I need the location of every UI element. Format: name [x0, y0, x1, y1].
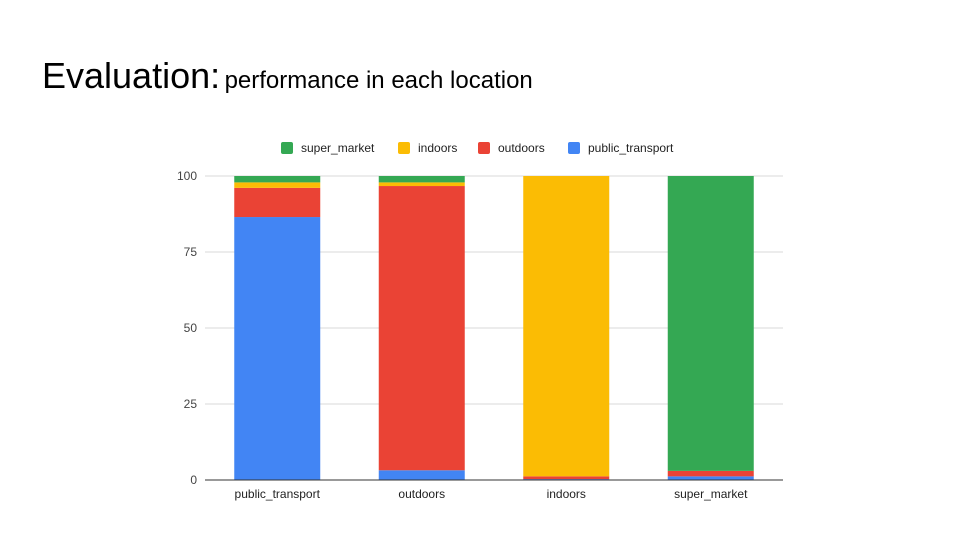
y-tick-label: 75	[184, 245, 198, 259]
slide-title: Evaluation: performance in each location	[42, 54, 533, 97]
x-tick-label: public_transport	[235, 487, 321, 501]
bar-segment-super-market	[667, 176, 754, 471]
bar-segment-indoors	[523, 176, 610, 477]
legend-label: outdoors	[498, 141, 545, 155]
bar-segment-outdoors	[234, 187, 321, 218]
legend-swatch	[568, 142, 580, 154]
y-tick-label: 0	[190, 473, 197, 487]
legend-swatch	[281, 142, 293, 154]
legend-label: public_transport	[588, 141, 674, 155]
legend-label: super_market	[301, 141, 375, 155]
bar-segment-outdoors	[667, 470, 754, 477]
legend-label: indoors	[418, 141, 457, 155]
bar-segment-outdoors	[378, 186, 465, 471]
y-tick-label: 25	[184, 397, 198, 411]
bar-segment-super-market	[378, 176, 465, 183]
slide-title-sub: performance in each location	[224, 67, 533, 94]
bar-segment-public-transport	[667, 476, 754, 480]
legend-swatch	[398, 142, 410, 154]
slide-title-main: Evaluation:	[42, 55, 221, 96]
x-tick-label: outdoors	[398, 487, 445, 501]
bar-segment-outdoors	[523, 476, 610, 480]
bar-segment-super-market	[234, 176, 321, 183]
bar-segment-indoors	[378, 182, 465, 187]
bar-segment-indoors	[234, 182, 321, 188]
legend-swatch	[478, 142, 490, 154]
bar-segment-public-transport	[234, 217, 321, 481]
bar-segment-public-transport	[378, 470, 465, 480]
y-tick-label: 100	[177, 169, 197, 183]
x-tick-label: indoors	[547, 487, 586, 501]
y-tick-label: 50	[184, 321, 198, 335]
x-tick-label: super_market	[674, 487, 748, 501]
